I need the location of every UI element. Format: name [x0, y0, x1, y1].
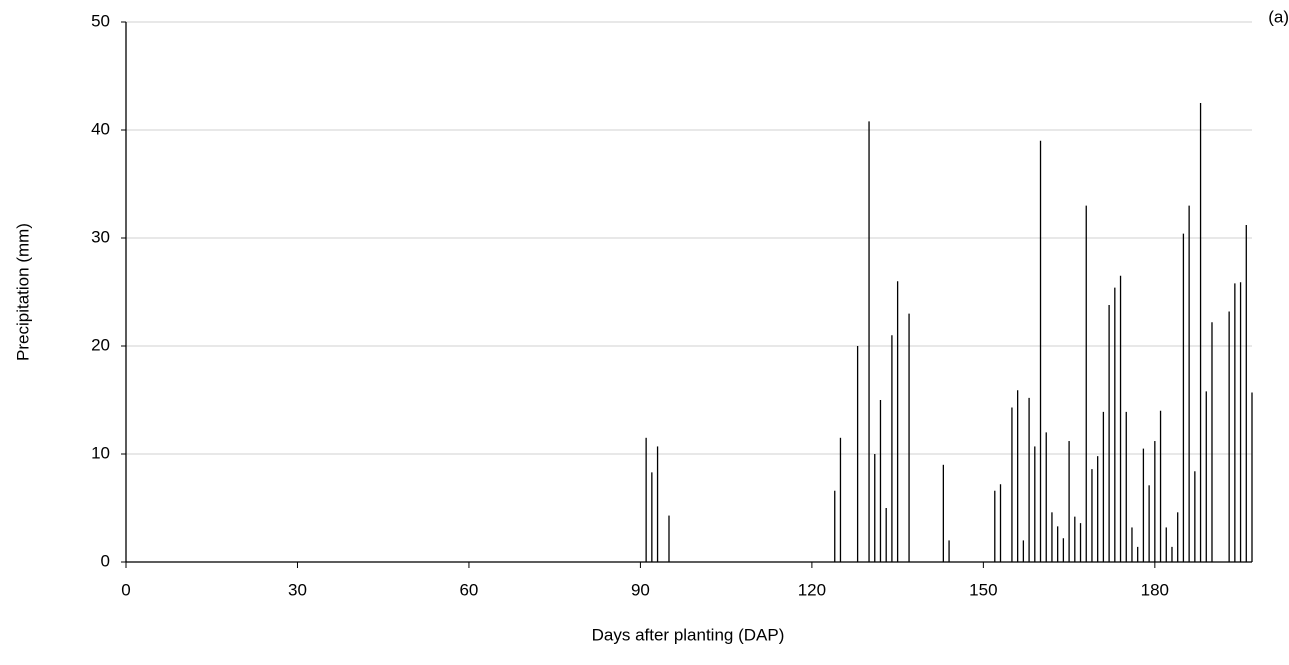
y-tick-label: 30: [91, 227, 110, 246]
x-tick-label: 30: [288, 580, 307, 599]
x-tick-label: 180: [1141, 580, 1169, 599]
x-axis-title: Days after planting (DAP): [592, 625, 785, 644]
x-tick-label: 0: [121, 580, 130, 599]
x-tick-label: 90: [631, 580, 650, 599]
y-tick-label: 20: [91, 335, 110, 354]
x-tick-label: 120: [798, 580, 826, 599]
x-tick-label: 60: [459, 580, 478, 599]
y-tick-label: 10: [91, 443, 110, 462]
y-tick-label: 40: [91, 119, 110, 138]
y-axis-title: Precipitation (mm): [13, 223, 32, 361]
y-tick-label: 50: [91, 11, 110, 30]
y-tick-label: 0: [101, 551, 110, 570]
annotation: (a): [1268, 7, 1289, 26]
x-tick-label: 150: [969, 580, 997, 599]
